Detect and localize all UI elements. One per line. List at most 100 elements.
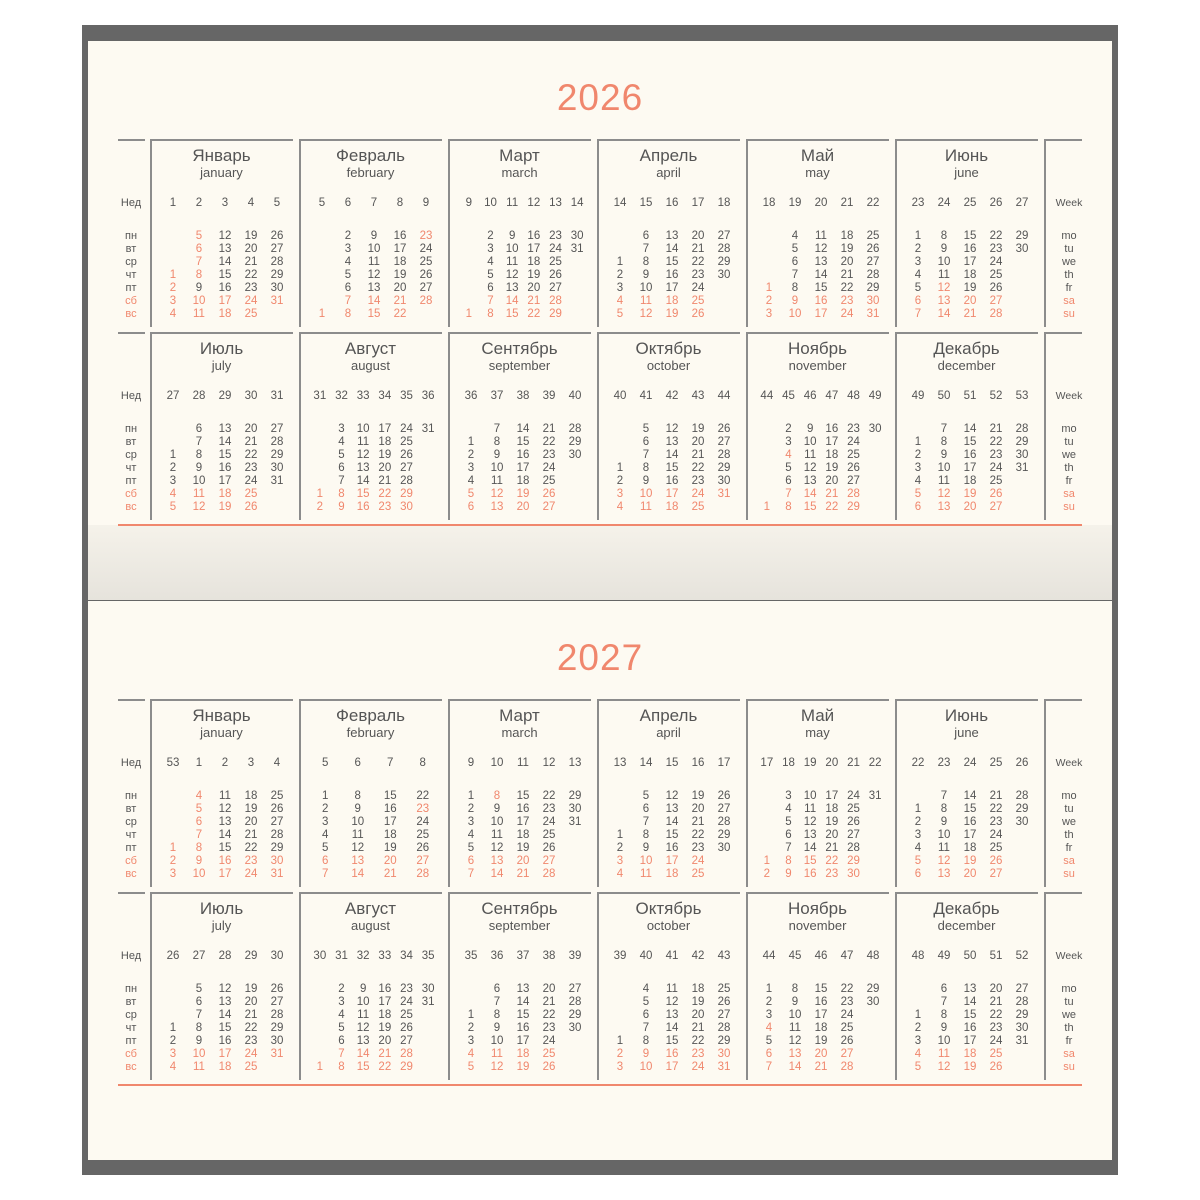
- day-cell: 16: [516, 449, 530, 461]
- day-cell: 27: [549, 282, 562, 294]
- day-cell-holiday: 27: [542, 855, 556, 867]
- label-column-divider: [1044, 892, 1046, 1080]
- day-cell: 17: [963, 256, 977, 268]
- day-cell: 24: [416, 816, 430, 828]
- day-cell: 4: [322, 829, 329, 841]
- day-cell: 30: [270, 462, 284, 474]
- day-cell: 29: [568, 1009, 582, 1021]
- day-cell: 23: [542, 1022, 556, 1034]
- day-cell-holiday: 19: [218, 501, 232, 513]
- month-name-ru: Июль: [199, 899, 244, 918]
- day-cell: 5: [914, 282, 922, 294]
- week-number: 49: [911, 390, 925, 402]
- day-cell: 15: [963, 436, 977, 448]
- month-name-en: november: [788, 918, 847, 933]
- day-cell-holiday: 7: [914, 308, 922, 320]
- day-cell: 4: [344, 256, 352, 268]
- day-cell-holiday: 25: [989, 1048, 1003, 1060]
- week-number: 21: [847, 757, 860, 769]
- month-name-en: may: [805, 165, 830, 180]
- day-cell-holiday: 1: [765, 282, 773, 294]
- day-cell: 15: [516, 436, 530, 448]
- day-cell-holiday: 1: [169, 842, 177, 854]
- day-cell: 6: [642, 436, 650, 448]
- day-cell: 28: [270, 436, 284, 448]
- weekday-label-en: we: [1061, 816, 1077, 828]
- day-cell-holiday: 3: [169, 295, 177, 307]
- day-cell-holiday: 3: [169, 868, 177, 880]
- day-cell: 26: [840, 1035, 854, 1047]
- day-cell: 6: [493, 983, 501, 995]
- day-cell-holiday: 18: [665, 868, 679, 880]
- day-cell-holiday: 4: [765, 1022, 773, 1034]
- month-top-rule: [895, 332, 1038, 334]
- day-cell: 4: [785, 803, 792, 815]
- day-cell: 9: [370, 230, 378, 242]
- week-number: 52: [1015, 950, 1029, 962]
- month-left-rule: [448, 699, 450, 887]
- day-cell: 6: [642, 1009, 650, 1021]
- day-cell: 22: [989, 436, 1003, 448]
- week-number: 39: [613, 950, 627, 962]
- month-name-en: december: [937, 358, 996, 373]
- day-cell-holiday: 9: [338, 501, 345, 513]
- day-cell: 16: [218, 462, 232, 474]
- month-name-en: april: [656, 725, 681, 740]
- day-cell: 6: [344, 282, 352, 294]
- weekday-label-en: sa: [1063, 855, 1075, 867]
- day-cell: 13: [505, 282, 519, 294]
- day-cell: 20: [244, 243, 258, 255]
- day-cell: 3: [467, 1035, 475, 1047]
- day-cell-holiday: 12: [937, 488, 951, 500]
- day-cell: 11: [938, 475, 950, 487]
- day-cell: 17: [527, 243, 541, 255]
- month-block: Сентябрь september 35 36 37 38 39 1 2 3 4 5 6 7 8 9 10 11…: [448, 892, 591, 1082]
- month-block: Июль july 27 28 29 30 31 1 2 3 4 5 6 7 8 9 10 11 12 13 14 15 1…: [150, 332, 293, 522]
- day-cell: 16: [665, 475, 679, 487]
- day-cell: 20: [825, 829, 839, 841]
- day-cell-holiday: 19: [516, 488, 530, 500]
- day-cell-holiday: 26: [989, 855, 1003, 867]
- week-number: 13: [613, 757, 627, 769]
- day-cell: 20: [244, 996, 258, 1008]
- week-number: 22: [866, 197, 880, 209]
- day-cell-holiday: 21: [378, 1048, 392, 1060]
- week-number: 51: [989, 950, 1003, 962]
- day-cell: 17: [814, 1009, 828, 1021]
- day-cell-holiday: 20: [963, 295, 977, 307]
- week-number: 19: [788, 197, 802, 209]
- day-cell-holiday: 6: [467, 855, 475, 867]
- day-cell: 26: [549, 269, 562, 281]
- weekday-label-en: tu: [1064, 803, 1074, 815]
- day-cell-holiday: 20: [383, 855, 397, 867]
- month-left-rule: [448, 139, 450, 327]
- week-number: 18: [717, 197, 731, 209]
- year-title: 2027: [556, 637, 644, 678]
- day-cell: 5: [642, 790, 650, 802]
- day-cell-holiday: 1: [465, 308, 473, 320]
- day-cell: 5: [765, 1035, 773, 1047]
- day-cell: 10: [639, 282, 653, 294]
- day-cell: 27: [866, 256, 880, 268]
- day-cell-holiday: 11: [193, 488, 205, 500]
- month-left-rule: [150, 139, 152, 327]
- month-name-ru: Октябрь: [635, 339, 702, 358]
- week-number: 41: [665, 950, 679, 962]
- day-cell: 25: [866, 230, 880, 242]
- week-number: 16: [665, 197, 679, 209]
- day-cell-holiday: 4: [169, 488, 177, 500]
- week-number: 23: [911, 197, 925, 209]
- week-number: 27: [166, 390, 180, 402]
- day-cell-holiday: 4: [785, 449, 792, 461]
- month-left-rule: [299, 139, 301, 327]
- week-number: 7: [387, 757, 394, 769]
- day-cell-holiday: 28: [419, 295, 433, 307]
- day-cell: 3: [914, 462, 922, 474]
- day-cell: 11: [491, 829, 503, 841]
- month-name-en: december: [937, 918, 996, 933]
- day-cell: 12: [788, 1035, 802, 1047]
- month-left-rule: [448, 892, 450, 1080]
- day-cell: 13: [218, 816, 232, 828]
- day-cell: 22: [691, 829, 705, 841]
- week-number: 2: [221, 757, 229, 769]
